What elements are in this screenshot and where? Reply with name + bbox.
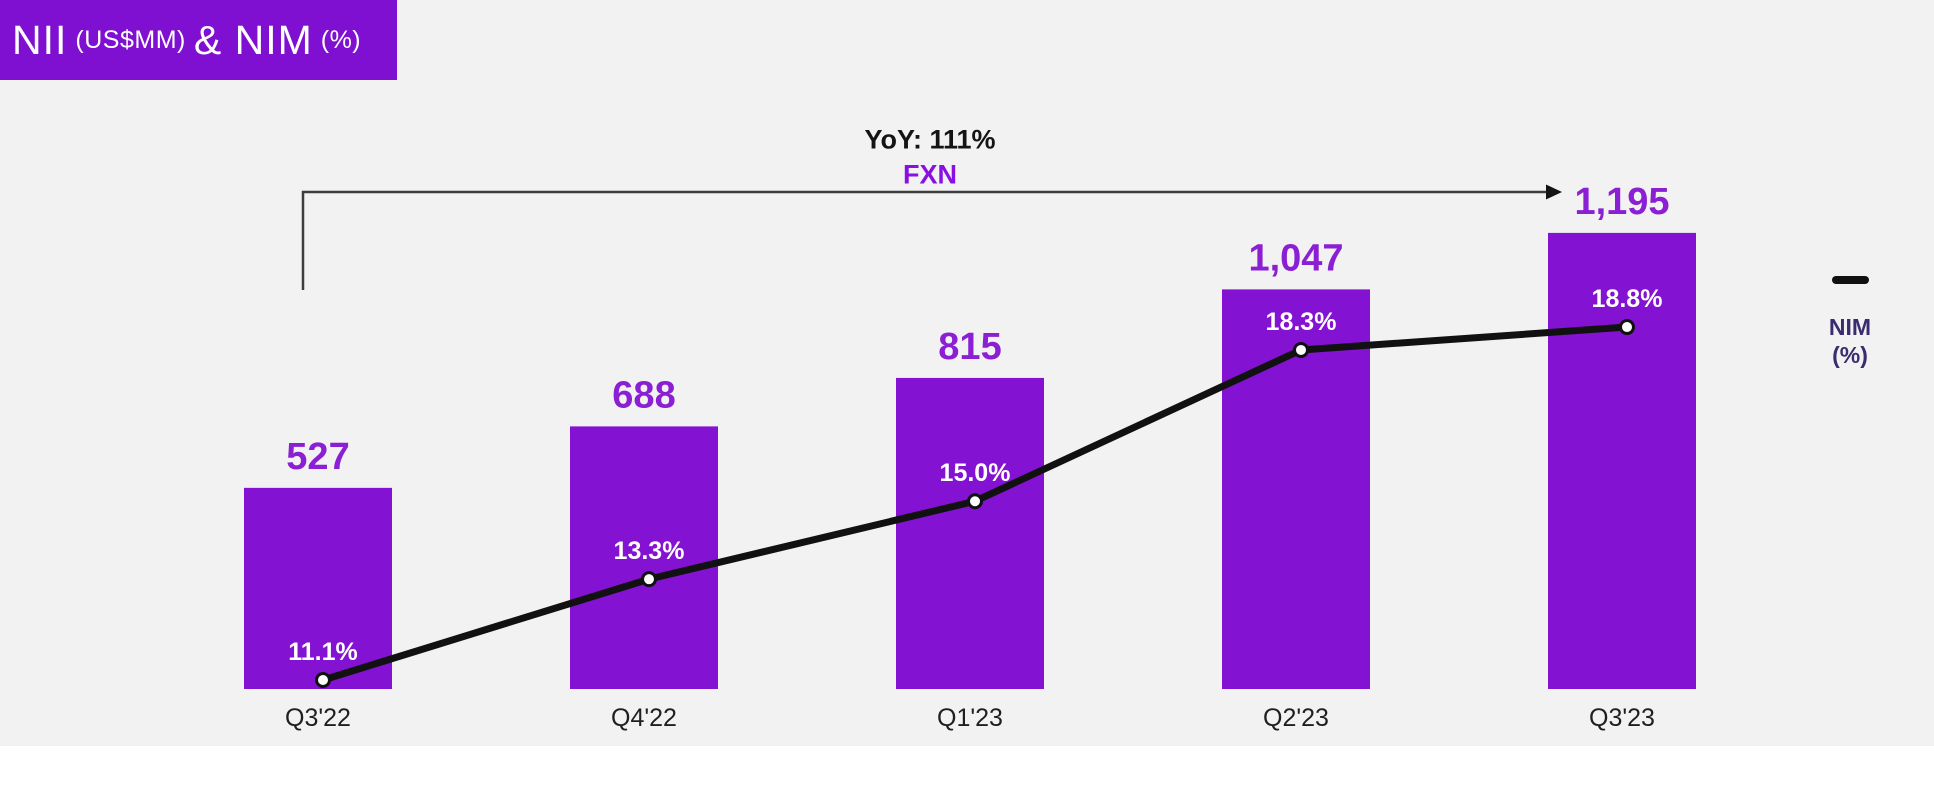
x-axis-label-Q4'22: Q4'22 (611, 704, 677, 732)
bar-Q3'22 (244, 487, 392, 689)
nim-marker-Q2'23 (1293, 341, 1309, 358)
nim-marker-Q1'23 (967, 493, 983, 510)
bar-value-label-Q1'23: 815 (938, 326, 1001, 368)
x-axis-label-Q1'23: Q1'23 (937, 704, 1003, 732)
nim-pct-label-Q3'22: 11.1% (288, 638, 358, 666)
yoy-annotation: YoY: 111% (864, 124, 996, 155)
bar-Q1'23 (896, 377, 1044, 689)
nim-pct-label-Q1'23: 15.0% (940, 459, 1011, 487)
nim-marker-Q3'22 (315, 672, 331, 688)
yoy-arrow-line (301, 190, 1546, 290)
x-axis-label-Q2'23: Q2'23 (1263, 704, 1329, 732)
legend: NIM (%) (1796, 276, 1904, 369)
fx-neutral-annotation: FXN (903, 159, 957, 190)
bar-value-label-Q4'22: 688 (612, 374, 675, 416)
nim-pct-label-Q3'23: 18.8% (1592, 285, 1663, 313)
legend-label-line2: (%) (1832, 341, 1868, 368)
legend-label-line1: NIM (1828, 314, 1872, 340)
chart-title-part1-sub: (US$MM) (75, 25, 186, 54)
nim-pct-label-Q2'23: 18.3% (1266, 308, 1337, 336)
nim-line-legend-icon (1831, 276, 1869, 284)
chart-title-part2: & NIM (193, 16, 313, 63)
yoy-arrowhead-icon (1546, 184, 1562, 200)
bar-Q4'22 (570, 426, 718, 689)
chart-title-box: NII (US$MM) & NIM (%) (0, 0, 397, 80)
yoy-arrow (301, 184, 1562, 290)
chart-title-part2-sub: (%) (320, 25, 362, 54)
bar-value-label-Q2'23: 1,047 (1248, 237, 1343, 279)
nim-marker-Q4'22 (641, 571, 657, 588)
combo-chart: 527 Q3'22 688 Q4'22 815 Q1'23 1,047 Q2'23 1,195 Q… (244, 181, 1696, 732)
chart-title-part1: NII (12, 16, 68, 63)
x-axis-label-Q3'23: Q3'23 (1589, 704, 1655, 732)
bar-value-label-Q3'23: 1,195 (1574, 181, 1669, 223)
bar-value-label-Q3'22: 527 (286, 436, 349, 478)
x-axis-label-Q3'22: Q3'22 (285, 704, 351, 732)
nim-marker-Q3'23 (1619, 319, 1635, 336)
bar-Q3'23 (1548, 232, 1696, 689)
nim-pct-label-Q4'22: 13.3% (614, 537, 685, 565)
